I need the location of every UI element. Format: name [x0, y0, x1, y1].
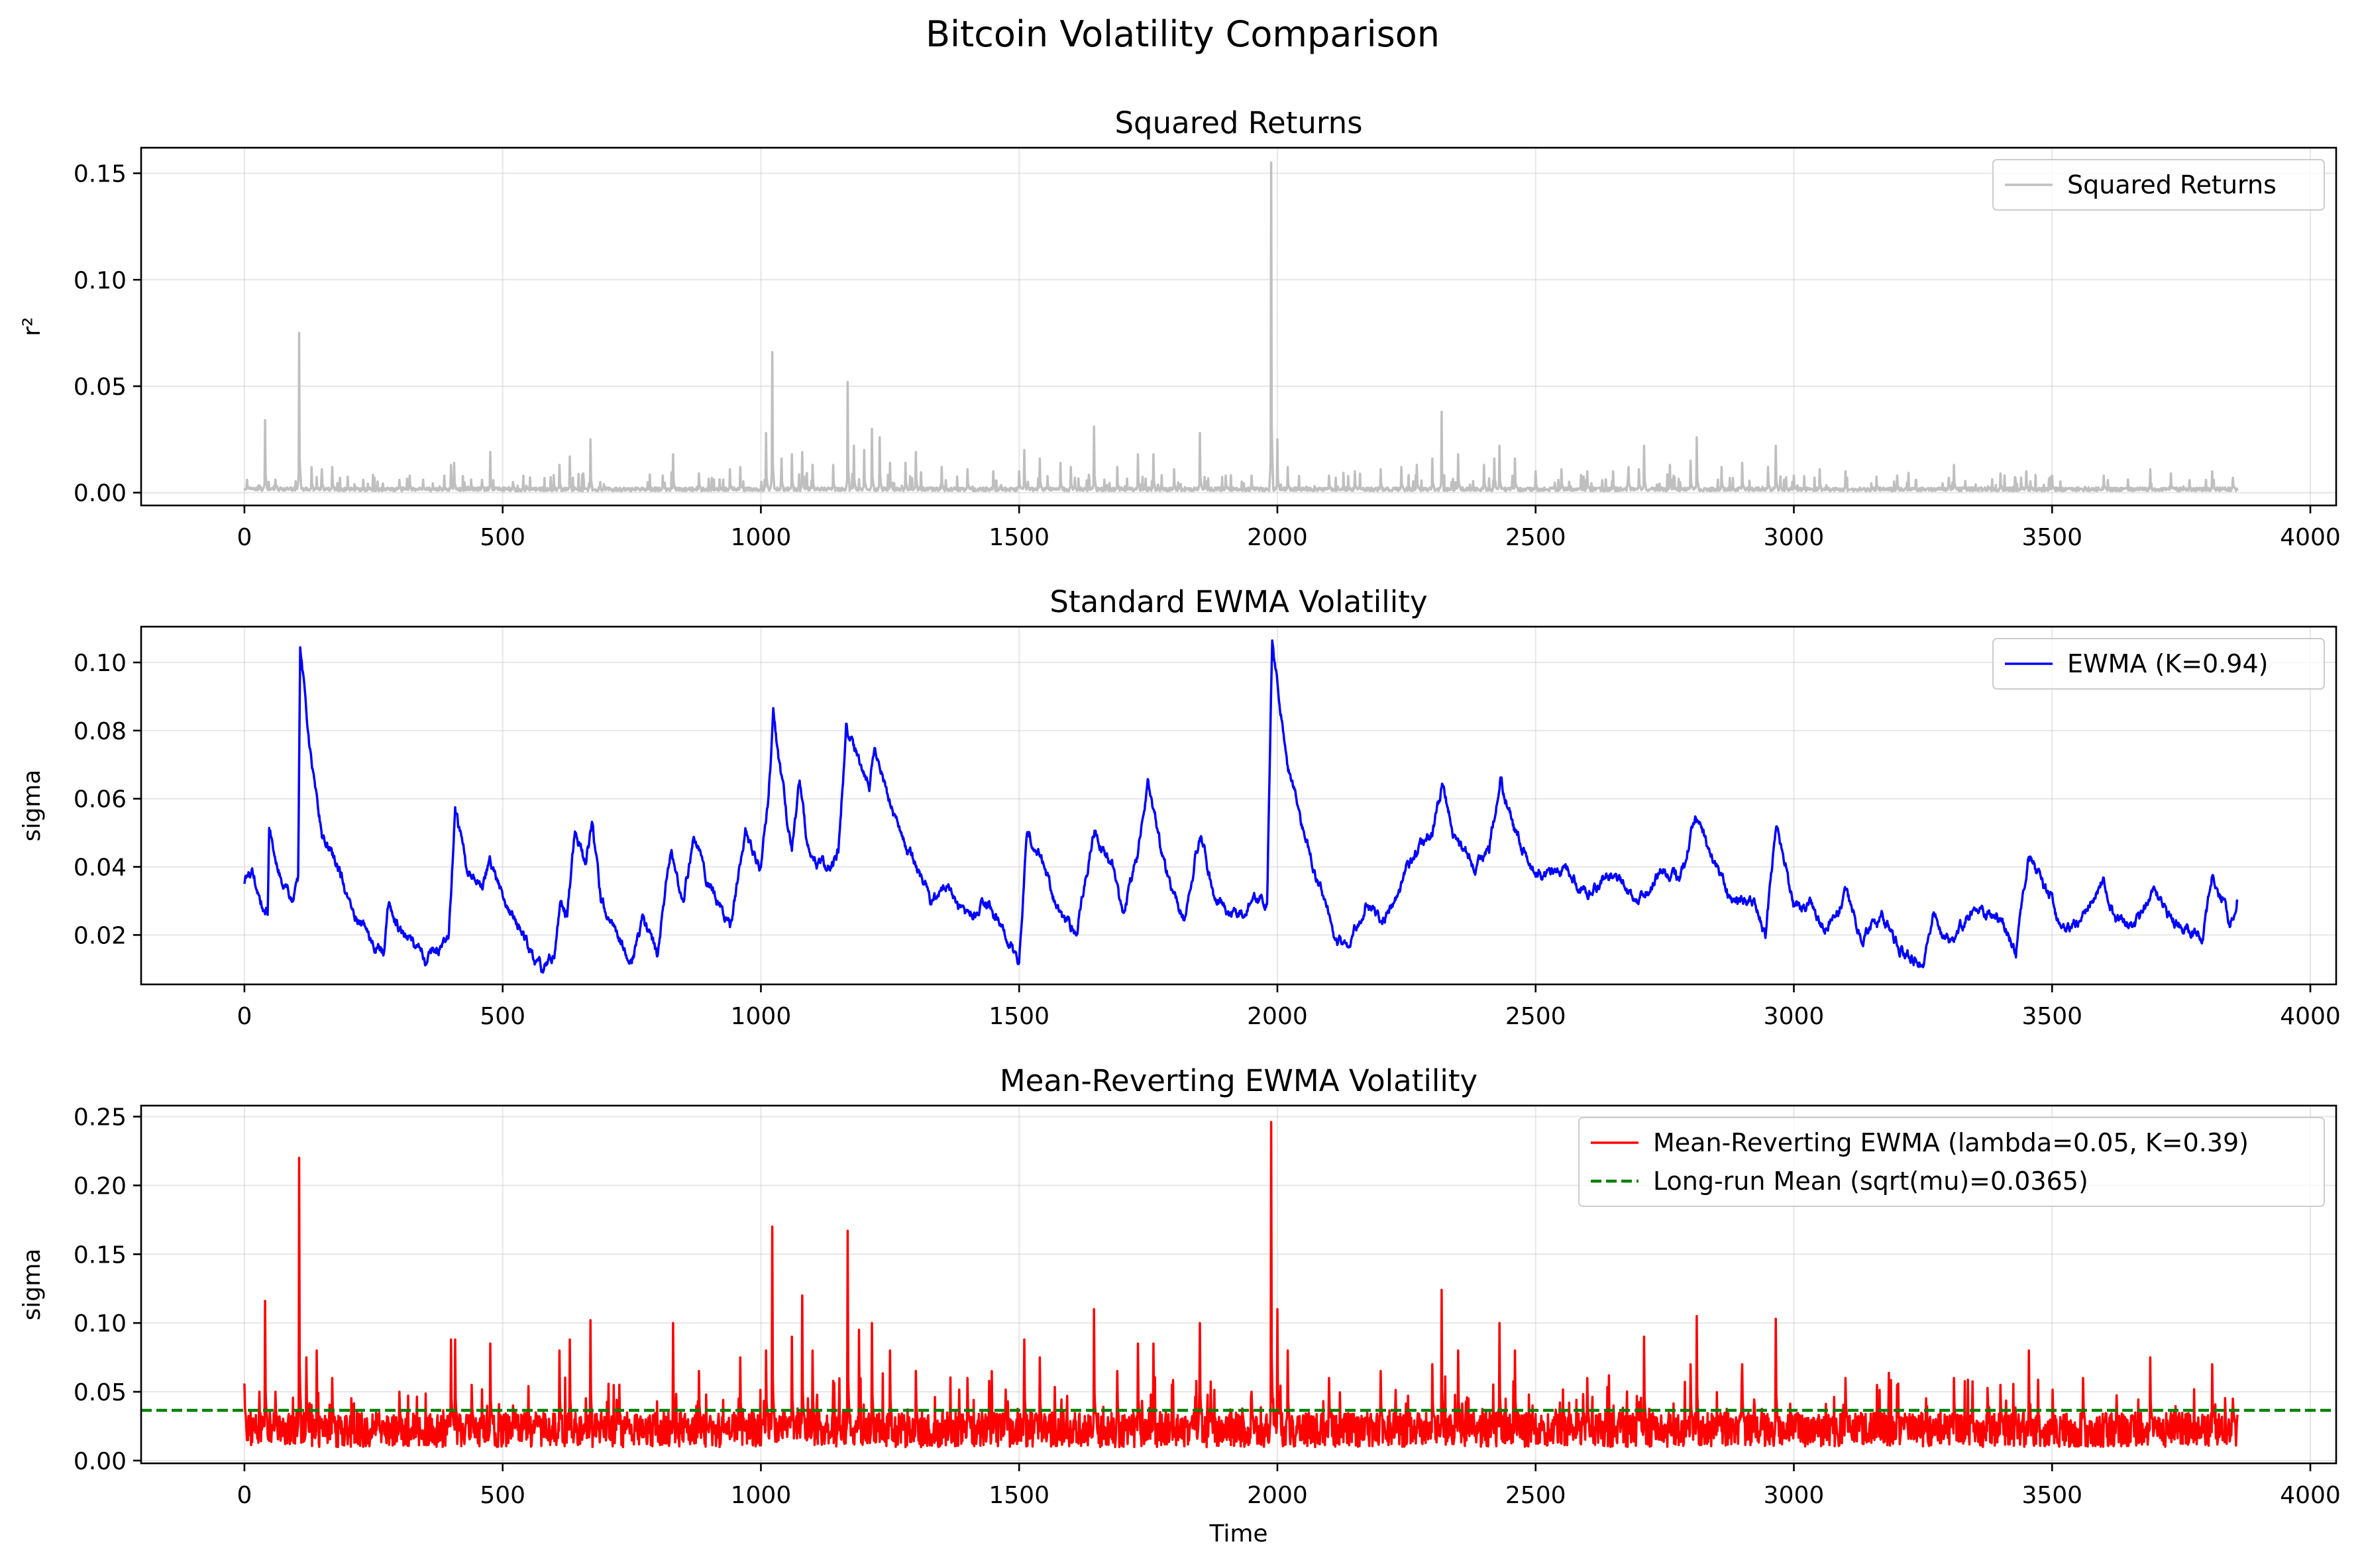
x-tick-label: 2500 [1505, 1482, 1566, 1509]
legend-box [1992, 638, 2325, 690]
legend-label: Mean-Reverting EWMA (lambda=0.05, K=0.39… [1653, 1128, 2249, 1157]
x-tick-label: 1000 [731, 1482, 792, 1509]
x-tick-label: 0 [237, 1482, 252, 1509]
panel-title: Mean-Reverting EWMA Volatility [1000, 1063, 1477, 1098]
axes-frame [140, 625, 2337, 986]
x-tick-label: 1500 [989, 524, 1049, 551]
y-tick-label: 0.25 [74, 1104, 127, 1131]
series-line-0 [243, 1121, 2239, 1449]
x-tick-label: 2000 [1247, 1003, 1308, 1030]
series-line-0 [243, 639, 2239, 974]
x-tick-label: 3500 [2021, 1003, 2082, 1030]
x-tick-label: 4000 [2280, 1003, 2341, 1030]
y-tick-label: 0.00 [74, 480, 127, 507]
x-tick-label: 1000 [731, 1003, 792, 1030]
series-group [141, 1121, 2336, 1449]
legend-label: EWMA (K=0.94) [2067, 649, 2268, 678]
series-group [243, 161, 2239, 493]
x-tick-label: 2500 [1505, 524, 1566, 551]
x-tick-label: 1000 [731, 524, 792, 551]
y-tick-label: 0.05 [74, 374, 127, 401]
y-tick-label: 0.06 [74, 786, 127, 813]
y-tick-label: 0.05 [74, 1379, 127, 1406]
x-tick-label: 2500 [1505, 1003, 1566, 1030]
x-tick-label: 1500 [989, 1003, 1049, 1030]
y-tick-label: 0.04 [74, 855, 127, 882]
series-group [243, 639, 2239, 974]
x-tick-label: 500 [480, 1482, 525, 1509]
legend-label: Squared Returns [2067, 170, 2277, 199]
y-axis-label: r² [19, 317, 46, 336]
x-tick-label: 500 [480, 1003, 525, 1030]
y-tick-label: 0.15 [74, 161, 127, 188]
y-tick-label: 0.10 [74, 1310, 127, 1337]
y-tick-label: 0.00 [74, 1448, 127, 1475]
panel-title: Standard EWMA Volatility [1049, 584, 1427, 619]
x-tick-label: 0 [237, 1003, 252, 1030]
x-tick-label: 1500 [989, 1482, 1049, 1509]
x-tick-label: 2000 [1247, 524, 1308, 551]
legend-box [1992, 159, 2325, 211]
y-axis-label: sigma [19, 1249, 46, 1321]
x-tick-label: 4000 [2280, 1482, 2341, 1509]
y-tick-label: 0.02 [74, 922, 127, 949]
legend-box [1578, 1117, 2325, 1207]
y-tick-label: 0.15 [74, 1241, 127, 1269]
legend-label: Long-run Mean (sqrt(mu)=0.0365) [1653, 1167, 2088, 1196]
x-tick-label: 0 [237, 524, 252, 551]
y-tick-label: 0.10 [74, 650, 127, 677]
legend: Mean-Reverting EWMA (lambda=0.05, K=0.39… [1578, 1117, 2325, 1207]
x-tick-label: 3000 [1764, 1482, 1825, 1509]
x-tick-label: 500 [480, 524, 525, 551]
x-tick-label: 3500 [2021, 524, 2082, 551]
grid [141, 627, 2336, 984]
y-tick-label: 0.08 [74, 718, 127, 745]
grid [141, 148, 2336, 505]
panel-standard-ewma: Standard EWMA Volatility sigma 0 500 1000 1… [19, 584, 2341, 1030]
y-tick-label: 0.20 [74, 1173, 127, 1200]
panel-title: Squared Returns [1114, 105, 1362, 140]
figure-title: Bitcoin Volatility Comparison [926, 13, 1440, 55]
x-tick-label: 4000 [2280, 524, 2341, 551]
x-tick-label: 3000 [1764, 1003, 1825, 1030]
x-tick-label: 3500 [2021, 1482, 2082, 1509]
series-line-0 [243, 161, 2239, 493]
legend: Squared Returns [1992, 159, 2325, 211]
x-tick-label: 3000 [1764, 524, 1825, 551]
y-tick-label: 0.10 [74, 267, 127, 294]
panel-mean-reverting-ewma: Mean-Reverting EWMA Volatility sigma Tim… [19, 1063, 2341, 1547]
panel-squared-returns: Squared Returns r² 0 500 1000 1500 2000 2500 3… [19, 105, 2341, 551]
axes-frame [140, 1104, 2337, 1465]
legend: EWMA (K=0.94) [1992, 638, 2325, 690]
axes-frame [140, 146, 2337, 507]
y-axis-label: sigma [19, 770, 46, 842]
x-axis-label: Time [1208, 1520, 1267, 1547]
x-tick-label: 2000 [1247, 1482, 1308, 1509]
